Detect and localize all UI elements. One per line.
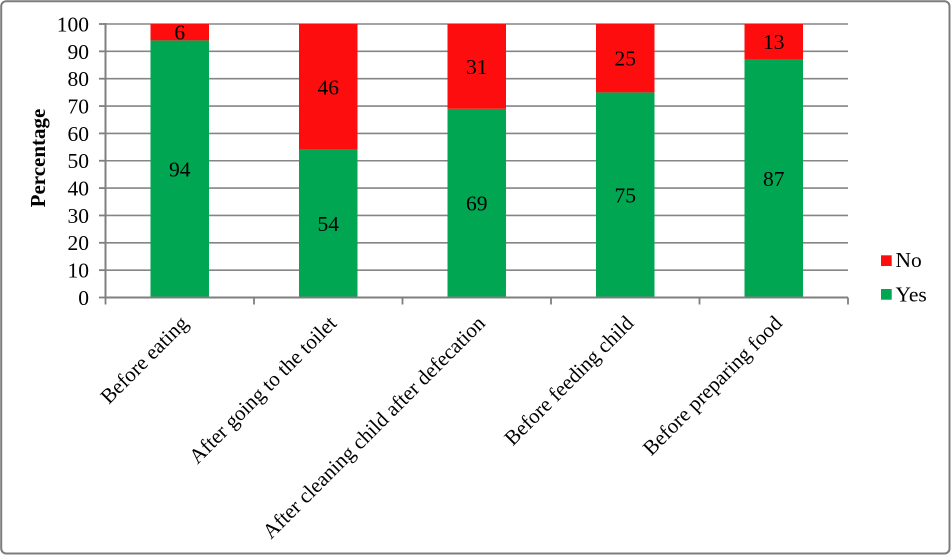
svg-text:13: 13	[763, 30, 785, 54]
svg-text:75: 75	[615, 183, 637, 207]
svg-text:30: 30	[68, 204, 90, 228]
svg-text:46: 46	[318, 75, 340, 99]
svg-text:Percentage: Percentage	[26, 109, 50, 208]
svg-text:Yes: Yes	[896, 283, 927, 307]
svg-text:0: 0	[78, 286, 89, 310]
svg-text:50: 50	[68, 149, 90, 173]
svg-text:10: 10	[68, 259, 90, 283]
svg-text:No: No	[896, 248, 922, 272]
svg-text:31: 31	[466, 55, 488, 79]
svg-text:25: 25	[615, 47, 637, 71]
svg-text:80: 80	[68, 67, 90, 91]
svg-text:70: 70	[68, 94, 90, 118]
svg-text:20: 20	[68, 231, 90, 255]
svg-text:54: 54	[318, 212, 340, 236]
svg-text:60: 60	[68, 122, 90, 146]
svg-text:90: 90	[68, 40, 90, 64]
svg-text:94: 94	[169, 157, 191, 181]
svg-text:100: 100	[57, 12, 89, 36]
svg-text:69: 69	[466, 192, 488, 216]
svg-text:40: 40	[68, 177, 90, 201]
svg-text:6: 6	[174, 21, 185, 45]
svg-text:87: 87	[763, 167, 785, 191]
